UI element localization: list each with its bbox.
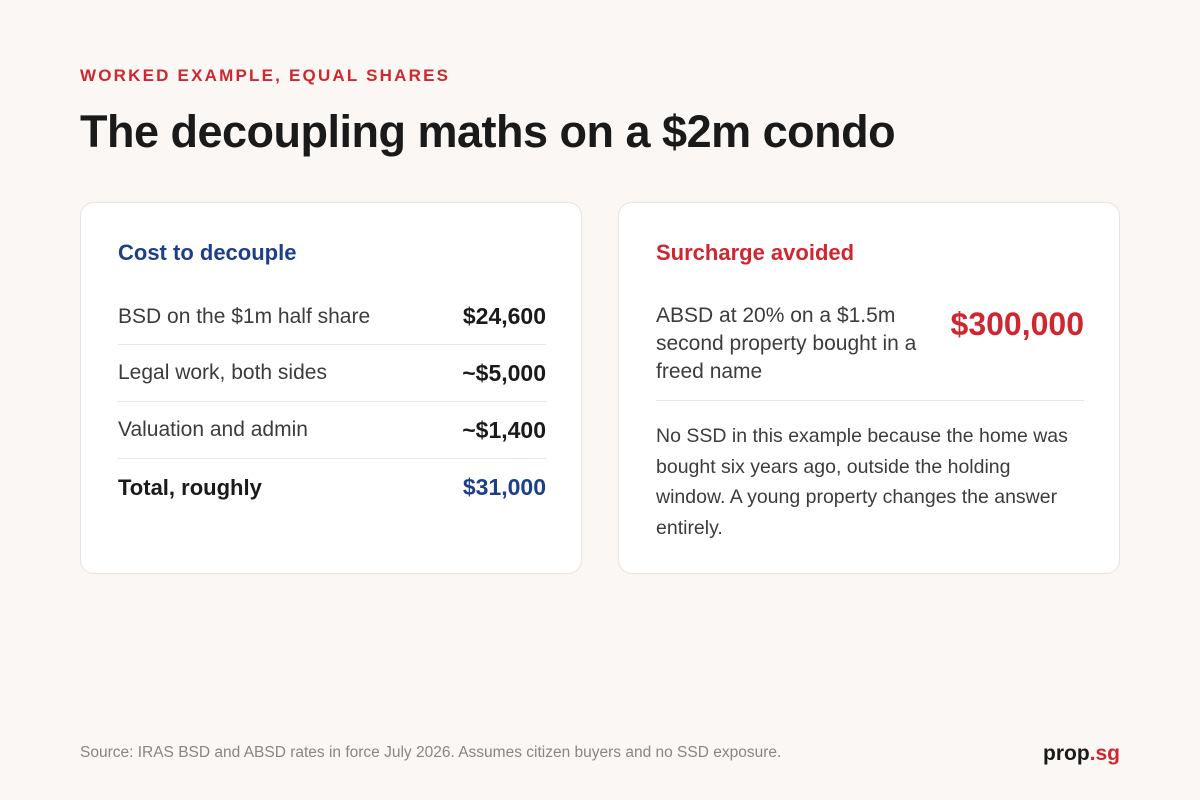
surcharge-card-heading: Surcharge avoided [656, 240, 855, 265]
eyebrow-label: WORKED EXAMPLE, EQUAL SHARES [80, 66, 451, 85]
brand-tld: .sg [1089, 742, 1120, 765]
surcharge-value: $300,000 [950, 306, 1084, 342]
surcharge-card: Surcharge avoided ABSD at 20% on a $1.5m… [618, 202, 1120, 574]
cost-row-label: Legal work, both sides [118, 361, 327, 384]
cost-row-label: Valuation and admin [118, 418, 308, 441]
cost-total-row: Total, roughly $31,000 [118, 459, 546, 516]
cost-row: BSD on the $1m half share $24,600 [118, 289, 546, 345]
source-note: Source: IRAS BSD and ABSD rates in force… [80, 744, 782, 761]
cost-row-value: ~$5,000 [462, 359, 546, 386]
cost-row: Valuation and admin ~$1,400 [118, 402, 546, 459]
page-title: The decoupling maths on a $2m condo [80, 106, 896, 157]
cost-card-heading: Cost to decouple [118, 240, 297, 265]
brand-logo: prop.sg [1043, 742, 1120, 766]
surcharge-note: No SSD in this example because the home … [656, 425, 1068, 539]
cost-rows: BSD on the $1m half share $24,600 Legal … [118, 289, 546, 516]
cost-card: Cost to decouple BSD on the $1m half sha… [80, 202, 582, 574]
cost-row-label: BSD on the $1m half share [118, 304, 371, 328]
brand-name: prop [1043, 742, 1090, 765]
cost-row: Legal work, both sides ~$5,000 [118, 345, 546, 402]
cost-total-value: $31,000 [462, 474, 546, 500]
cost-row-value: ~$1,400 [462, 416, 546, 443]
surcharge-label: ABSD at 20% on a $1.5m second property b… [656, 304, 917, 383]
surcharge-row: ABSD at 20% on a $1.5m second property b… [656, 302, 1084, 401]
cost-row-value: $24,600 [462, 303, 546, 329]
cost-total-label: Total, roughly [118, 474, 262, 500]
